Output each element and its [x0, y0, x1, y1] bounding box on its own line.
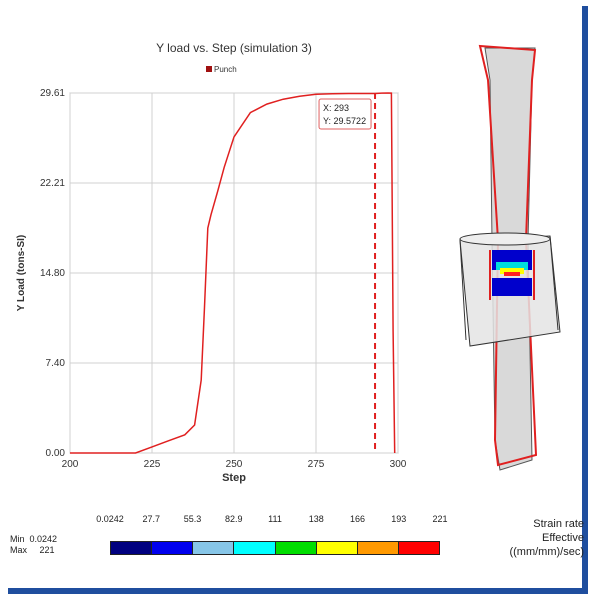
x-axis-label: Step [222, 472, 246, 484]
y-tick-label: 7.40 [46, 358, 66, 369]
y-tick-label: 22.21 [40, 178, 65, 189]
scale-value-label: 55.3 [183, 514, 202, 524]
x-tick-label: 250 [226, 459, 243, 470]
load-step-chart: 200 225 250 275 300 0.00 7.40 14.80 22.21 29.61 Y … [16, 41, 407, 484]
deform-zone-peak [504, 272, 520, 276]
scale-value-label: 0.0242 [96, 514, 124, 524]
die-top-ellipse [459, 232, 551, 246]
scale-color-segment [193, 542, 235, 554]
cursor-y-label: Y: 29.5722 [323, 116, 366, 126]
scale-title-line-1: Strain rate [533, 518, 584, 530]
x-tick-label: 225 [144, 459, 161, 470]
y-tick-label: 14.80 [40, 268, 65, 279]
y-tick-label: 29.61 [40, 88, 65, 99]
scale-min-label: Min 0.0242 [10, 534, 58, 544]
cursor-tooltip [318, 98, 372, 130]
x-tick-label: 200 [62, 459, 79, 470]
scale-value-label: 221 [432, 514, 448, 524]
deform-zone-hot [500, 268, 524, 274]
scale-value-label: 82.9 [224, 514, 243, 524]
y-axis-label: Y Load (tons-SI) [16, 235, 27, 311]
scale-value-label: 166 [349, 514, 366, 524]
scale-title-line-2: Effective [542, 532, 584, 544]
scale-color-segment [357, 542, 399, 554]
scale-value-label: 27.7 [142, 514, 161, 524]
x-tick-label: 275 [308, 459, 325, 470]
x-tick-label: 300 [390, 459, 407, 470]
die-left-edge [459, 239, 467, 341]
color-scale-bar [110, 541, 440, 555]
scale-color-segment [398, 542, 439, 554]
deform-zone-mid [496, 262, 528, 270]
specimen-outline [478, 44, 538, 467]
scale-title-line-3: ((mm/mm)/sec) [509, 546, 584, 558]
die-model-view [459, 44, 561, 471]
scale-color-segment [152, 542, 194, 554]
deform-zone-bottom [492, 278, 532, 296]
die-right-edge [549, 235, 559, 331]
cursor-x-label: X: 293 [323, 103, 349, 113]
scale-title: Strain rate Effective ((mm/mm)/sec) [474, 517, 584, 559]
y-tick-label: 0.00 [46, 448, 66, 459]
scale-max-label: Max 221 [10, 545, 55, 555]
scale-color-segment [234, 542, 276, 554]
frame-border-bottom [8, 588, 588, 594]
scale-color-segment [316, 542, 358, 554]
scale-value-label: 138 [308, 514, 324, 524]
scale-value-label: 111 [268, 514, 282, 524]
series-line-punch [70, 92, 396, 454]
legend-swatch-punch [206, 66, 212, 72]
chart-title: Y load vs. Step (simulation 3) [156, 41, 312, 55]
scale-value-label: 193 [391, 514, 407, 524]
scale-color-segment [111, 542, 153, 554]
scale-color-segment [275, 542, 317, 554]
frame-border-right [582, 6, 588, 594]
legend-label-punch: Punch [214, 65, 237, 74]
